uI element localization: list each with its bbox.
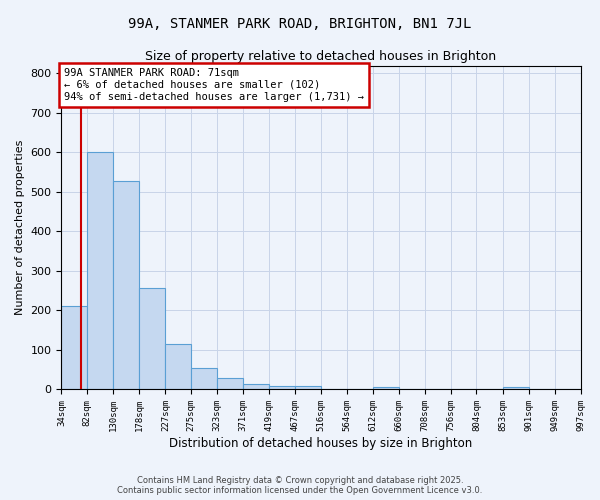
Bar	[87, 152, 113, 390]
Bar	[61, 306, 87, 390]
Text: 99A, STANMER PARK ROAD, BRIGHTON, BN1 7JL: 99A, STANMER PARK ROAD, BRIGHTON, BN1 7J…	[128, 18, 472, 32]
Bar	[243, 384, 269, 390]
Text: Contains HM Land Registry data © Crown copyright and database right 2025.
Contai: Contains HM Land Registry data © Crown c…	[118, 476, 482, 495]
Bar	[191, 368, 217, 390]
Bar	[269, 386, 295, 390]
Y-axis label: Number of detached properties: Number of detached properties	[15, 140, 25, 315]
X-axis label: Distribution of detached houses by size in Brighton: Distribution of detached houses by size …	[169, 437, 473, 450]
Bar	[113, 181, 139, 390]
Bar	[295, 386, 321, 390]
Bar	[373, 388, 399, 390]
Bar	[139, 288, 166, 390]
Bar	[166, 344, 191, 390]
Text: 99A STANMER PARK ROAD: 71sqm
← 6% of detached houses are smaller (102)
94% of se: 99A STANMER PARK ROAD: 71sqm ← 6% of det…	[64, 68, 364, 102]
Bar	[503, 388, 529, 390]
Bar	[217, 378, 243, 390]
Title: Size of property relative to detached houses in Brighton: Size of property relative to detached ho…	[145, 50, 497, 63]
